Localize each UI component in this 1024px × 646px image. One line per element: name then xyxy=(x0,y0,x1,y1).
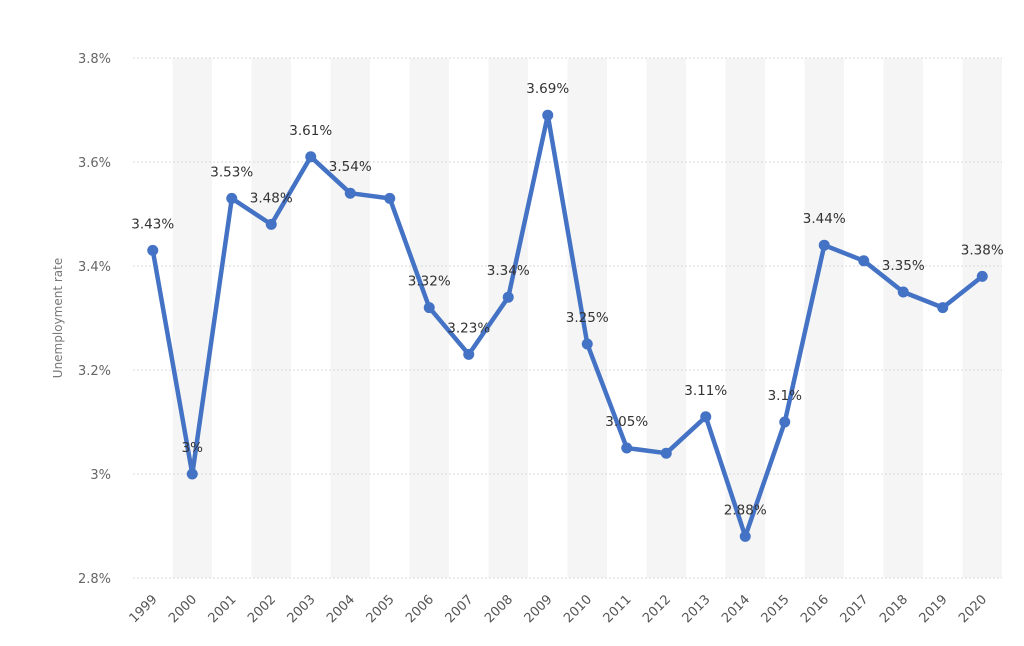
data-point-2020[interactable] xyxy=(976,270,988,282)
data-label-2006: 3.32% xyxy=(408,274,451,290)
x-tick-label: 2003 xyxy=(285,592,319,626)
data-point-2012[interactable] xyxy=(660,447,672,459)
y-axis-label: Unemployment rate xyxy=(51,258,65,378)
y-tick-label: 3.8% xyxy=(78,52,111,67)
x-tick-label: 2019 xyxy=(917,592,951,626)
y-tick-label: 3% xyxy=(90,468,111,483)
column-band-2004 xyxy=(330,58,370,578)
data-label-2020: 3.38% xyxy=(961,242,1004,258)
data-label-2001: 3.53% xyxy=(210,164,253,180)
column-band-2016 xyxy=(804,58,844,578)
y-tick-label: 3.6% xyxy=(78,156,111,171)
x-tick-label: 2016 xyxy=(798,592,832,626)
column-band-2000 xyxy=(172,58,212,578)
data-label-2008: 3.34% xyxy=(487,263,530,279)
column-band-2006 xyxy=(409,58,449,578)
y-tick-label: 2.8% xyxy=(78,572,111,587)
series-line-group xyxy=(147,109,988,542)
data-point-2003[interactable] xyxy=(305,151,317,163)
y-tick-label: 3.2% xyxy=(78,364,111,379)
data-label-2013: 3.11% xyxy=(684,383,727,399)
x-tick-label: 2010 xyxy=(561,592,595,626)
data-point-2019[interactable] xyxy=(937,302,949,314)
data-point-1999[interactable] xyxy=(147,244,159,256)
data-point-2013[interactable] xyxy=(700,411,712,423)
x-tick-label: 2000 xyxy=(166,592,200,626)
x-tick-label: 2004 xyxy=(324,592,358,626)
x-tick-label: 2005 xyxy=(364,592,398,626)
data-point-2006[interactable] xyxy=(423,302,435,314)
data-label-2016: 3.44% xyxy=(803,211,846,227)
data-point-2008[interactable] xyxy=(502,291,514,303)
x-tick-label: 2018 xyxy=(877,592,911,626)
data-point-2016[interactable] xyxy=(818,239,830,251)
data-point-2000[interactable] xyxy=(186,468,198,480)
data-label-2003: 3.61% xyxy=(289,123,332,139)
x-tick-label: 2013 xyxy=(680,592,714,626)
data-point-2001[interactable] xyxy=(226,192,238,204)
column-band-2012 xyxy=(646,58,686,578)
series-line xyxy=(150,112,985,539)
x-tick-label: 2017 xyxy=(838,592,872,626)
x-axis-ticks: 1999 2000 2001 2002 2003 2004 2005 2006 2007 2008… xyxy=(127,592,991,626)
data-label-2009: 3.69% xyxy=(526,81,569,97)
data-point-2009[interactable] xyxy=(542,109,554,121)
x-tick-label: 2001 xyxy=(206,592,240,626)
x-tick-label: 2007 xyxy=(443,592,477,626)
data-label-2000: 3% xyxy=(182,440,204,456)
data-label-2015: 3.1% xyxy=(768,388,802,404)
x-tick-label: 2008 xyxy=(482,592,516,626)
x-tick-label: 2012 xyxy=(640,592,674,626)
y-tick-label: 3.4% xyxy=(78,260,111,275)
data-label-2018: 3.35% xyxy=(882,258,925,274)
data-point-2018[interactable] xyxy=(897,286,909,298)
data-point-2010[interactable] xyxy=(581,338,593,350)
data-label-2002: 3.48% xyxy=(250,190,293,206)
data-label-2010: 3.25% xyxy=(566,310,609,326)
x-tick-label: 1999 xyxy=(127,592,161,626)
data-label-2007: 3.23% xyxy=(447,320,490,336)
x-tick-label: 2015 xyxy=(759,592,793,626)
x-tick-label: 2014 xyxy=(719,592,753,626)
gridlines xyxy=(133,57,1002,579)
column-band-2018 xyxy=(883,58,923,578)
data-label-2011: 3.05% xyxy=(605,414,648,430)
data-labels: 3.43% 3% 3.53% 3.48% 3.61% 3.54% 3.32% 3.23% 3.3… xyxy=(131,81,1004,518)
data-point-2014[interactable] xyxy=(739,530,751,542)
y-axis-ticks: 2.8% 3% 3.2% 3.4% 3.6% 3.8% xyxy=(78,52,111,587)
column-band-2002 xyxy=(251,58,291,578)
data-point-2017[interactable] xyxy=(858,255,870,267)
column-band-2010 xyxy=(567,58,607,578)
data-point-2007[interactable] xyxy=(463,348,475,360)
data-label-2004: 3.54% xyxy=(329,159,372,175)
data-point-2004[interactable] xyxy=(344,187,356,199)
x-tick-label: 2006 xyxy=(403,592,437,626)
data-point-2002[interactable] xyxy=(265,218,277,230)
data-point-2011[interactable] xyxy=(621,442,633,454)
data-point-2015[interactable] xyxy=(779,416,791,428)
x-tick-label: 2002 xyxy=(245,592,279,626)
data-label-1999: 3.43% xyxy=(131,216,174,232)
x-tick-label: 2009 xyxy=(522,592,556,626)
data-point-2005[interactable] xyxy=(384,192,396,204)
column-band-2020 xyxy=(962,58,1002,578)
data-label-2014: 2.88% xyxy=(724,502,767,518)
x-tick-label: 2020 xyxy=(956,592,990,626)
x-tick-label: 2011 xyxy=(601,592,635,626)
